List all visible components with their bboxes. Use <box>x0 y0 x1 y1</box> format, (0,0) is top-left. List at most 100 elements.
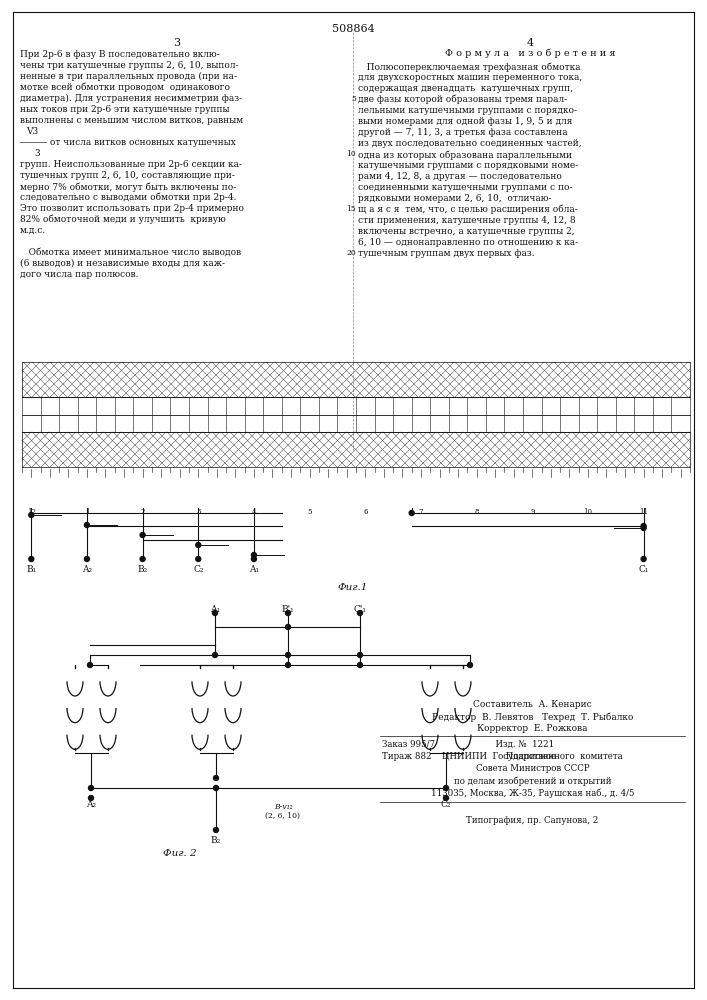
Text: ных токов при 2р-6 эти катушечные группы: ных токов при 2р-6 эти катушечные группы <box>20 105 230 114</box>
Text: из двух последовательно соединенных частей,: из двух последовательно соединенных част… <box>358 139 582 148</box>
Circle shape <box>641 524 646 528</box>
Text: тушечных групп 2, 6, 10, составляющие при-: тушечных групп 2, 6, 10, составляющие пр… <box>20 171 235 180</box>
Text: лельными катушечными группами с порядко-: лельными катушечными группами с порядко- <box>358 106 577 115</box>
Text: следовательно с выводами обмотки при 2р-4.: следовательно с выводами обмотки при 2р-… <box>20 193 237 202</box>
Circle shape <box>84 522 90 528</box>
Circle shape <box>286 662 291 668</box>
Circle shape <box>358 610 363 615</box>
Circle shape <box>196 542 201 548</box>
Text: V3: V3 <box>26 127 38 136</box>
Text: A₂: A₂ <box>82 565 92 574</box>
Text: Типография, пр. Сапунова, 2: Типография, пр. Сапунова, 2 <box>467 816 599 825</box>
Text: Корректор  Е. Рожкова: Корректор Е. Рожкова <box>477 724 588 733</box>
Text: 10: 10 <box>346 150 356 158</box>
Circle shape <box>443 796 448 800</box>
Circle shape <box>214 776 218 780</box>
Text: чены три катушечные группы 2, 6, 10, выпол-: чены три катушечные группы 2, 6, 10, вып… <box>20 61 238 70</box>
Text: ЦНИИПИ  Государственного  комитета: ЦНИИПИ Государственного комитета <box>442 752 623 761</box>
Text: Обмотка имеет минимальное число выводов: Обмотка имеет минимальное число выводов <box>20 248 241 257</box>
Text: Полюсопереключаемая трехфазная обмотка: Полюсопереключаемая трехфазная обмотка <box>358 62 580 72</box>
Text: содержащая двенадцать  катушечных групп,: содержащая двенадцать катушечных групп, <box>358 84 573 93</box>
Text: 6, 10 — однонаправленно по отношению к ка-: 6, 10 — однонаправленно по отношению к к… <box>358 238 578 247</box>
Text: щ а я с я  тем, что, с целью расширения обла-: щ а я с я тем, что, с целью расширения о… <box>358 205 578 215</box>
Text: C₂: C₂ <box>440 800 451 809</box>
Circle shape <box>29 512 34 518</box>
Text: диаметра). Для устранения несимметрии фаз-: диаметра). Для устранения несимметрии фа… <box>20 94 242 103</box>
Text: При 2p-6 в фазу B последовательно вклю-: При 2p-6 в фазу B последовательно вклю- <box>20 50 220 59</box>
Text: Это позволит использовать при 2р-4 примерно: Это позволит использовать при 2р-4 приме… <box>20 204 244 213</box>
Text: мотке всей обмотки проводом  одинакового: мотке всей обмотки проводом одинакового <box>20 83 230 93</box>
Text: 3: 3 <box>34 149 40 158</box>
Text: дого числа пар полюсов.: дого числа пар полюсов. <box>20 270 139 279</box>
Text: 1: 1 <box>85 508 89 516</box>
Text: 3: 3 <box>196 508 201 516</box>
Text: 2: 2 <box>141 508 145 516</box>
Text: тушечным группам двух первых фаз.: тушечным группам двух первых фаз. <box>358 249 534 258</box>
Circle shape <box>641 526 646 530</box>
Circle shape <box>467 662 472 668</box>
Text: B₁: B₁ <box>26 565 36 574</box>
Circle shape <box>88 796 93 800</box>
Circle shape <box>252 556 257 562</box>
Text: 4: 4 <box>527 38 534 48</box>
Circle shape <box>140 532 145 538</box>
Text: ненные в три параллельных провода (при на-: ненные в три параллельных провода (при н… <box>20 72 237 81</box>
Text: 15: 15 <box>346 205 356 213</box>
Text: C₂: C₂ <box>193 565 204 574</box>
Text: две фазы которой образованы тремя парал-: две фазы которой образованы тремя парал- <box>358 95 567 104</box>
Circle shape <box>196 556 201 562</box>
Text: м.д.с.: м.д.с. <box>20 226 46 235</box>
Circle shape <box>443 786 448 790</box>
Text: 12: 12 <box>27 508 36 516</box>
Text: ――― от числа витков основных катушечных: ――― от числа витков основных катушечных <box>20 138 236 147</box>
Text: 10: 10 <box>583 508 592 516</box>
Circle shape <box>252 552 257 558</box>
Circle shape <box>358 662 363 668</box>
Circle shape <box>641 556 646 562</box>
Text: выполнены с меньшим числом витков, равным: выполнены с меньшим числом витков, равны… <box>20 116 243 125</box>
Text: рами 4, 12, 8, а другая — последовательно: рами 4, 12, 8, а другая — последовательн… <box>358 172 562 181</box>
Circle shape <box>358 652 363 658</box>
Text: выми номерами для одной фазы 1, 9, 5 и для: выми номерами для одной фазы 1, 9, 5 и д… <box>358 117 573 126</box>
Text: соединенными катушечными группами с по-: соединенными катушечными группами с по- <box>358 183 573 192</box>
Circle shape <box>409 510 414 516</box>
Text: Фиг. 2: Фиг. 2 <box>163 849 197 858</box>
Text: одна из которых образована параллельными: одна из которых образована параллельными <box>358 150 572 159</box>
Text: рядковыми номерами 2, 6, 10,  отличаю-: рядковыми номерами 2, 6, 10, отличаю- <box>358 194 551 203</box>
Circle shape <box>214 828 218 832</box>
Text: 508864: 508864 <box>332 24 375 34</box>
Text: 9: 9 <box>530 508 534 516</box>
Text: другой — 7, 11, 3, а третья фаза составлена: другой — 7, 11, 3, а третья фаза составл… <box>358 128 568 137</box>
Circle shape <box>286 610 291 615</box>
Text: A₂: A₂ <box>86 800 96 809</box>
Text: Фиг.1: Фиг.1 <box>338 583 368 592</box>
Text: 4: 4 <box>252 508 256 516</box>
Text: (6 выводов) и независимые входы для каж-: (6 выводов) и независимые входы для каж- <box>20 259 225 268</box>
Text: катушечными группами с порядковыми номе-: катушечными группами с порядковыми номе- <box>358 161 578 170</box>
Text: Ф о р м у л а   и з о б р е т е н и я: Ф о р м у л а и з о б р е т е н и я <box>445 49 615 58</box>
Text: 7: 7 <box>419 508 423 516</box>
Text: для двухскоростных машин переменного тока,: для двухскоростных машин переменного ток… <box>358 73 583 82</box>
Text: B₂: B₂ <box>211 836 221 845</box>
Text: Редактор  В. Левятов   Техред  Т. Рыбалко: Редактор В. Левятов Техред Т. Рыбалко <box>432 712 633 722</box>
Text: по делам изобретений и открытий: по делам изобретений и открытий <box>454 776 612 786</box>
Text: 8: 8 <box>474 508 479 516</box>
Text: сти применения, катушечные группы 4, 12, 8: сти применения, катушечные группы 4, 12,… <box>358 216 575 225</box>
Text: Составитель  А. Кенарис: Составитель А. Кенарис <box>473 700 592 709</box>
Circle shape <box>88 662 93 668</box>
Circle shape <box>286 624 291 630</box>
Text: мерно 7% обмотки, могут быть включены по-: мерно 7% обмотки, могут быть включены по… <box>20 182 236 192</box>
Text: 5: 5 <box>308 508 312 516</box>
Text: включены встречно, а катушечные группы 2,: включены встречно, а катушечные группы 2… <box>358 227 575 236</box>
Text: 11: 11 <box>639 508 648 516</box>
Circle shape <box>140 556 145 562</box>
Text: B'₁: B'₁ <box>281 605 294 614</box>
Circle shape <box>213 652 218 658</box>
Text: 20: 20 <box>346 249 356 257</box>
Circle shape <box>214 786 218 790</box>
Text: C'₁: C'₁ <box>354 605 366 614</box>
Circle shape <box>213 610 218 615</box>
Text: 82% обмоточной меди и улучшить  кривую: 82% обмоточной меди и улучшить кривую <box>20 215 226 225</box>
Text: B-v₁₂: B-v₁₂ <box>274 803 292 811</box>
Text: B₂: B₂ <box>137 565 148 574</box>
